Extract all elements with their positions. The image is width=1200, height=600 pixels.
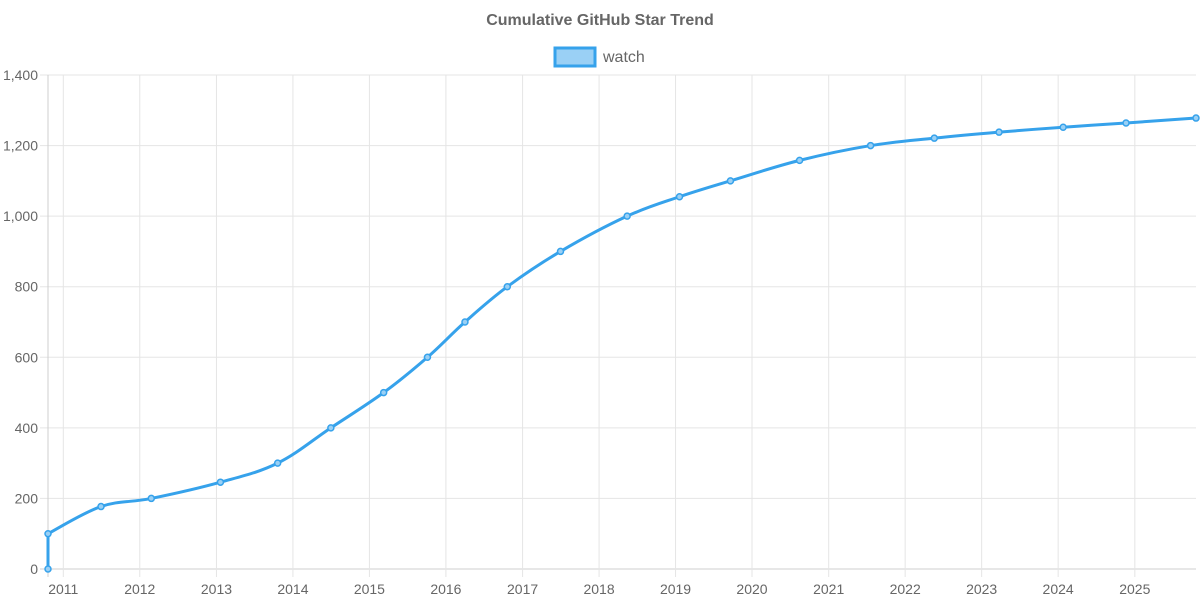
y-tick-label: 1,000: [3, 208, 38, 224]
y-axis-tick-labels: 0 200 400 600 800 1,000 1,200 1,400: [3, 67, 38, 577]
data-point-watch: [995, 128, 1003, 136]
data-point-watch: [623, 212, 631, 220]
x-axis-tick-labels: 2011 2012 2013 2014 2015 2016 2017 2018 2019 2020…: [48, 581, 1150, 597]
data-point-watch: [147, 494, 156, 503]
x-tick-label: 2025: [1119, 581, 1150, 597]
data-point-watch: [97, 502, 105, 511]
legend-swatch-watch[interactable]: [553, 46, 597, 68]
legend[interactable]: watch: [553, 46, 645, 68]
data-point-watch: [675, 192, 684, 201]
x-grid: [62, 75, 1136, 577]
y-tick-label: 1,400: [3, 67, 38, 83]
y-tick-label: 800: [15, 279, 39, 295]
x-tick-label: 2020: [736, 581, 767, 597]
data-point-watch: [726, 177, 735, 185]
y-tick-label: 200: [15, 490, 39, 506]
legend-label-watch[interactable]: watch: [602, 49, 645, 66]
x-tick-label: 2013: [201, 581, 232, 597]
data-point-watch: [216, 478, 225, 486]
data-point-watch: [556, 247, 565, 256]
data-point-watch: [44, 529, 52, 538]
x-tick-label: 2024: [1043, 581, 1074, 597]
data-point-watch: [461, 318, 469, 326]
x-tick-label: 2017: [507, 581, 538, 597]
data-point-watch: [795, 156, 804, 165]
data-point-watch: [423, 353, 432, 362]
y-tick-label: 0: [30, 561, 38, 577]
x-tick-label: 2018: [583, 581, 614, 597]
series-line-watch: [46, 116, 1197, 569]
x-tick-label: 2023: [966, 581, 997, 597]
x-tick-label: 2019: [660, 581, 691, 597]
y-grid: [40, 74, 1196, 577]
y-tick-label: 400: [15, 420, 39, 436]
data-point-watch: [866, 141, 875, 150]
x-tick-label: 2021: [813, 581, 844, 597]
data-point-watch: [1059, 123, 1067, 131]
data-point-watch: [1192, 114, 1200, 122]
x-tick-label: 2011: [48, 581, 78, 597]
series-layer: [44, 114, 1200, 573]
data-point-watch: [1122, 119, 1130, 127]
data-point-watch: [503, 282, 512, 291]
data-point-watch: [930, 134, 939, 142]
x-tick-label: 2012: [124, 581, 155, 597]
x-tick-label: 2022: [890, 581, 921, 597]
x-tick-label: 2015: [354, 581, 385, 597]
data-point-watch: [327, 424, 335, 432]
y-tick-label: 1,200: [3, 138, 38, 154]
data-point-watch: [379, 388, 388, 397]
data-point-watch: [273, 459, 282, 467]
x-tick-label: 2016: [430, 581, 461, 597]
y-tick-label: 600: [15, 349, 39, 365]
x-tick-label: 2014: [277, 581, 308, 597]
chart-title: Cumulative GitHub Star Trend: [486, 12, 714, 29]
data-point-watch: [44, 565, 52, 573]
